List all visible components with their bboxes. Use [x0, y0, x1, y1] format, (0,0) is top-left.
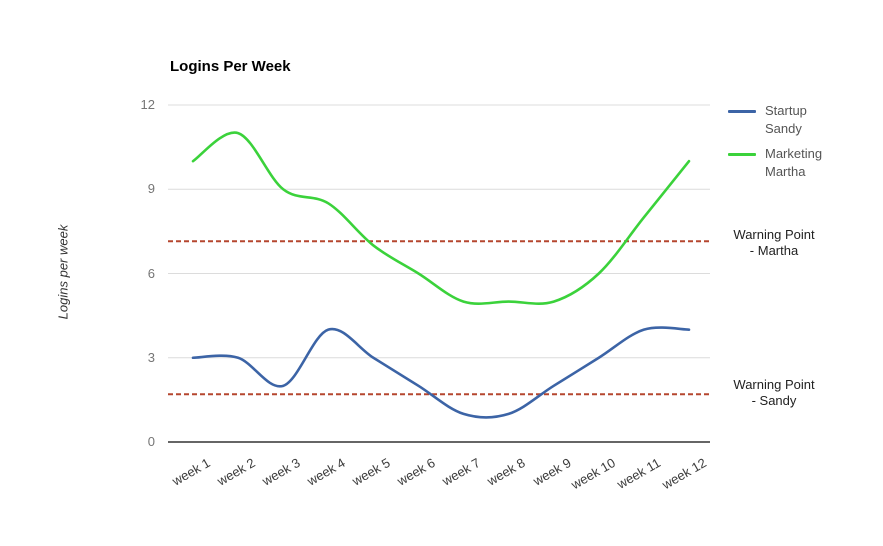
warning-label-sandy-line2: - Sandy	[751, 393, 797, 408]
legend-swatch-startup-sandy	[728, 110, 756, 113]
chart-title: Logins Per Week	[170, 58, 291, 75]
legend-label-marketing-martha: Marketing Martha	[765, 146, 823, 179]
warning-label-sandy: Warning Point - Sandy	[722, 377, 826, 409]
y-tick-label: 3	[147, 349, 155, 365]
legend-label-startup-sandy: Startup Sandy	[765, 103, 807, 136]
series-line-marketing-martha	[191, 131, 691, 305]
warning-label-sandy-line1: Warning Point	[733, 377, 815, 392]
series-line-startup-sandy	[191, 326, 691, 419]
legend-swatch-marketing-martha	[728, 153, 756, 156]
y-tick-label: 12	[140, 97, 155, 112]
y-tick-label: 0	[147, 434, 155, 449]
legend-item-marketing-martha: Marketing Martha	[728, 145, 878, 181]
legend: Startup Sandy Marketing Martha	[728, 102, 878, 188]
warning-label-martha-line1: Warning Point	[733, 227, 815, 242]
y-tick-label: 6	[147, 265, 155, 281]
legend-item-startup-sandy: Startup Sandy	[728, 102, 878, 138]
warning-label-martha: Warning Point - Martha	[722, 227, 826, 259]
warning-label-martha-line2: - Martha	[749, 243, 799, 258]
y-tick-label: 9	[147, 181, 155, 197]
